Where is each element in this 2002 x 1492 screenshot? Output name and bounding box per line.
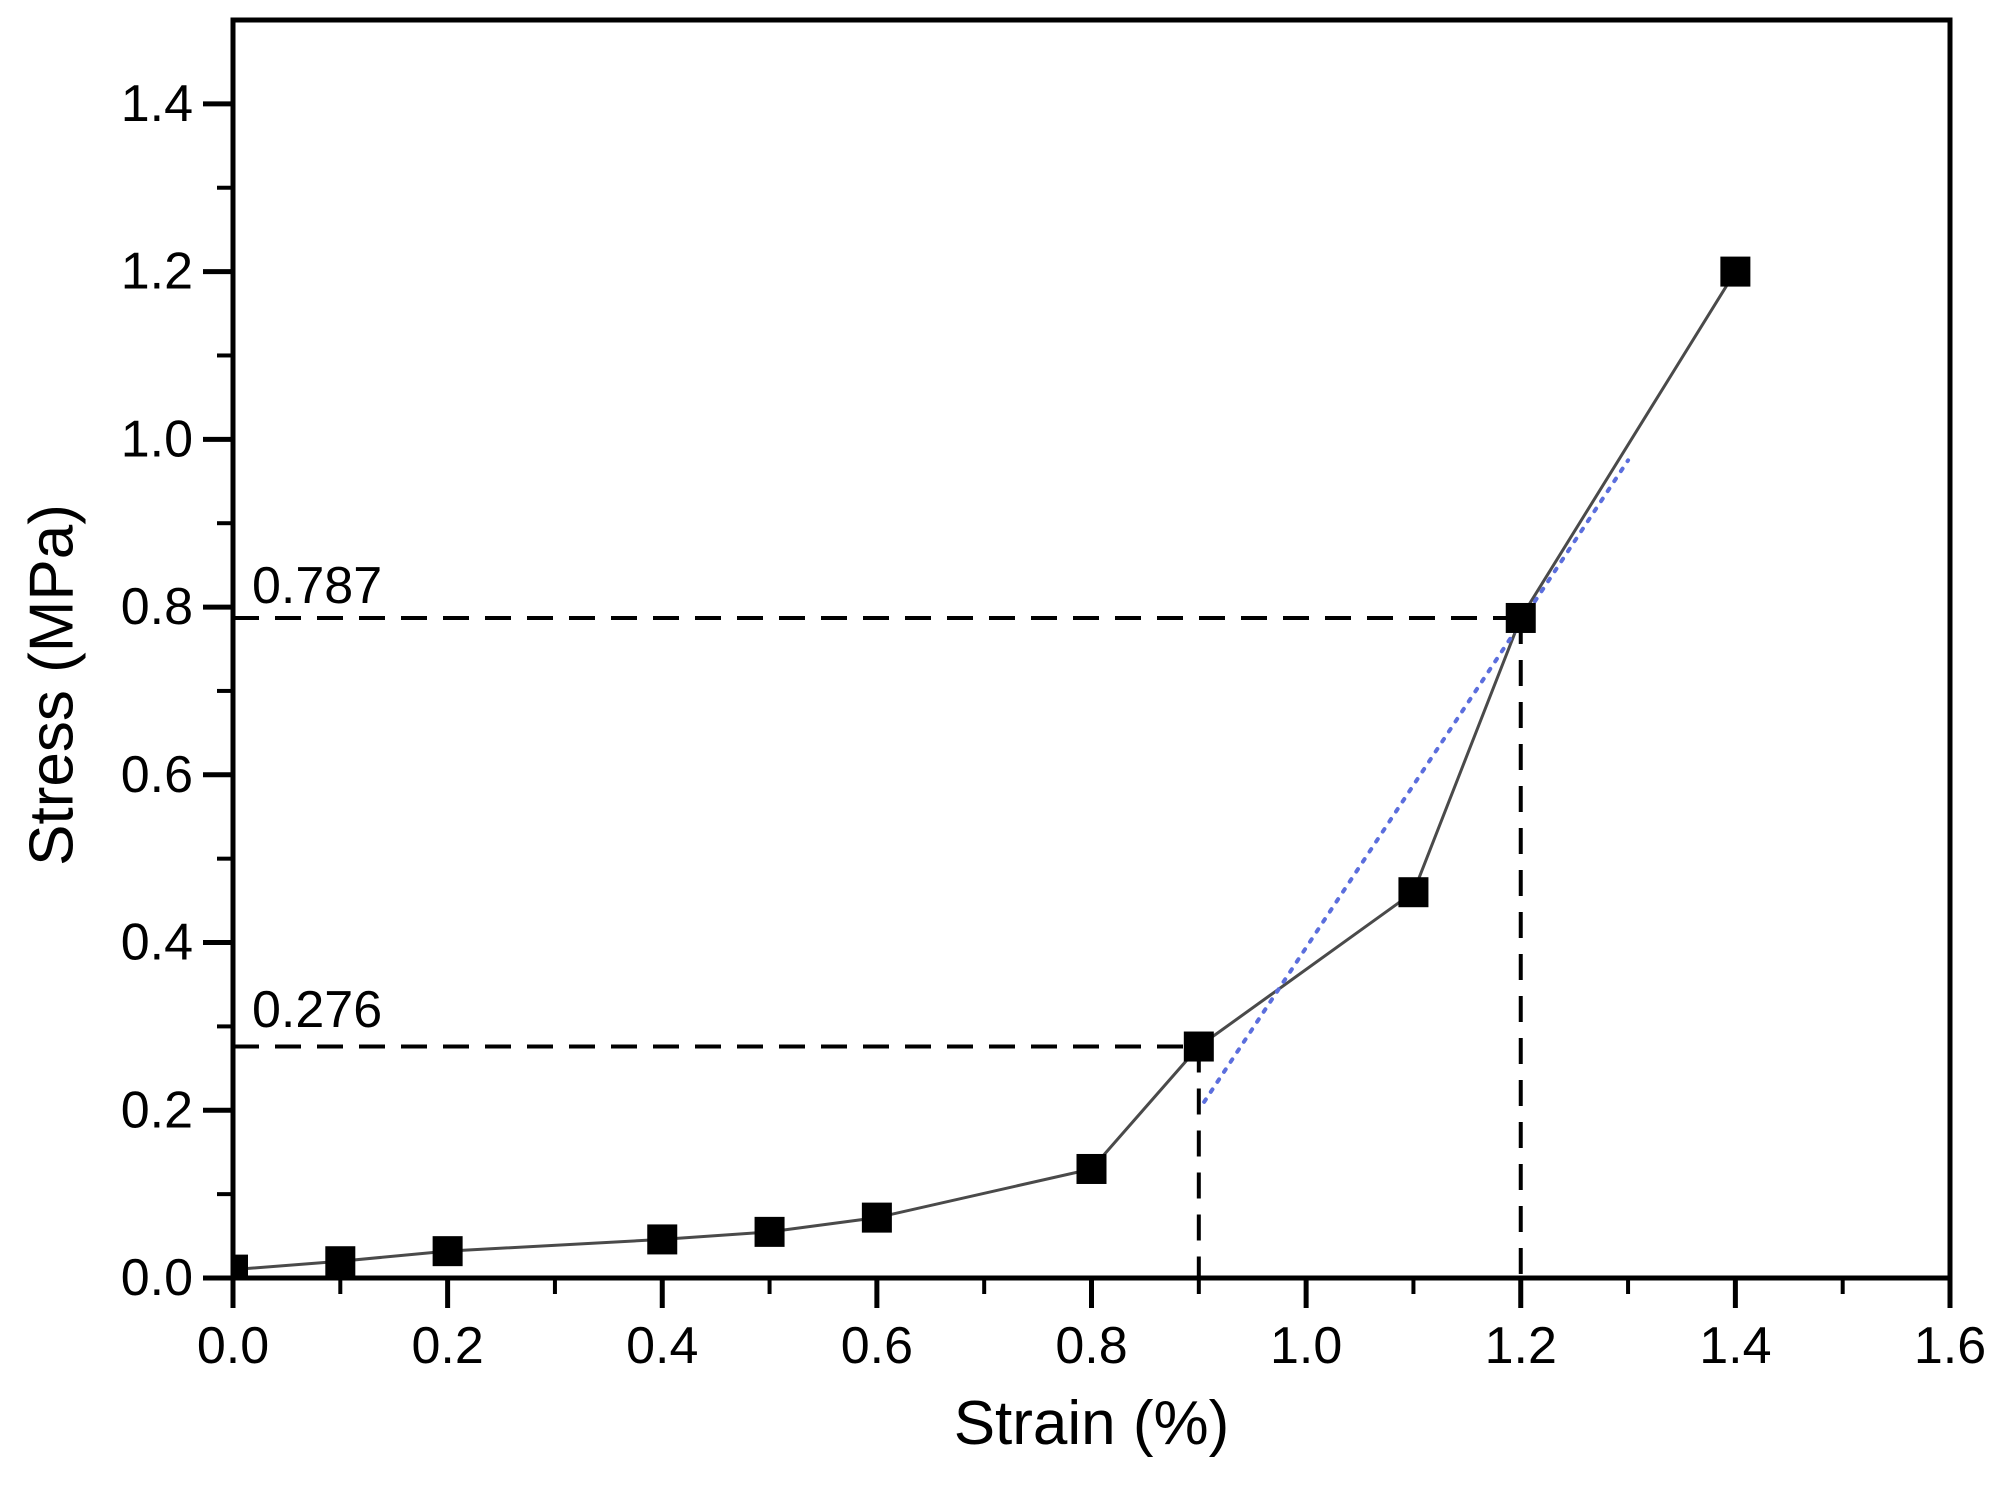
data-point-marker (1398, 877, 1429, 908)
fit-line (1202, 458, 1631, 1104)
data-point-marker (1076, 1153, 1107, 1184)
series-group (233, 256, 1751, 1278)
y-tick-label: 0.6 (121, 746, 193, 804)
data-point-marker (325, 1246, 356, 1277)
x-tick-label: 0.2 (411, 1317, 483, 1375)
y-axis-title: Stress (MPa) (17, 504, 87, 866)
y-tick-label: 0.8 (121, 578, 193, 636)
x-tick-label: 1.6 (1914, 1317, 1986, 1375)
data-point-marker (647, 1224, 678, 1255)
data-point-marker (861, 1202, 892, 1233)
x-tick-label: 0.8 (1055, 1317, 1127, 1375)
y-tick-label: 1.4 (121, 75, 193, 133)
annotation-value-276: 0.276 (252, 981, 383, 1039)
plot-border (230, 17, 1953, 1281)
x-axis-title: Strain (%) (953, 1389, 1230, 1458)
x-tick-label: 0.6 (841, 1317, 913, 1375)
y-tick-label: 1.0 (121, 410, 193, 468)
annotation-value-787: 0.787 (252, 557, 383, 615)
y-tick-label: 0.0 (121, 1249, 193, 1307)
x-tick-label: 1.0 (1270, 1317, 1342, 1375)
data-point-marker (233, 1254, 248, 1278)
x-tick-label: 1.2 (1485, 1317, 1557, 1375)
series-line (233, 270, 1737, 1272)
x-tick-label: 0.4 (626, 1317, 698, 1375)
y-tick-label: 0.2 (121, 1081, 193, 1139)
x-tick-label: 0.0 (197, 1317, 269, 1375)
data-point-marker (1720, 256, 1751, 287)
y-tick-label: 1.2 (121, 243, 193, 301)
data-point-marker (432, 1236, 463, 1267)
y-tick-label: 0.4 (121, 914, 193, 972)
data-point-marker (754, 1216, 785, 1247)
x-tick-label: 1.4 (1699, 1317, 1771, 1375)
